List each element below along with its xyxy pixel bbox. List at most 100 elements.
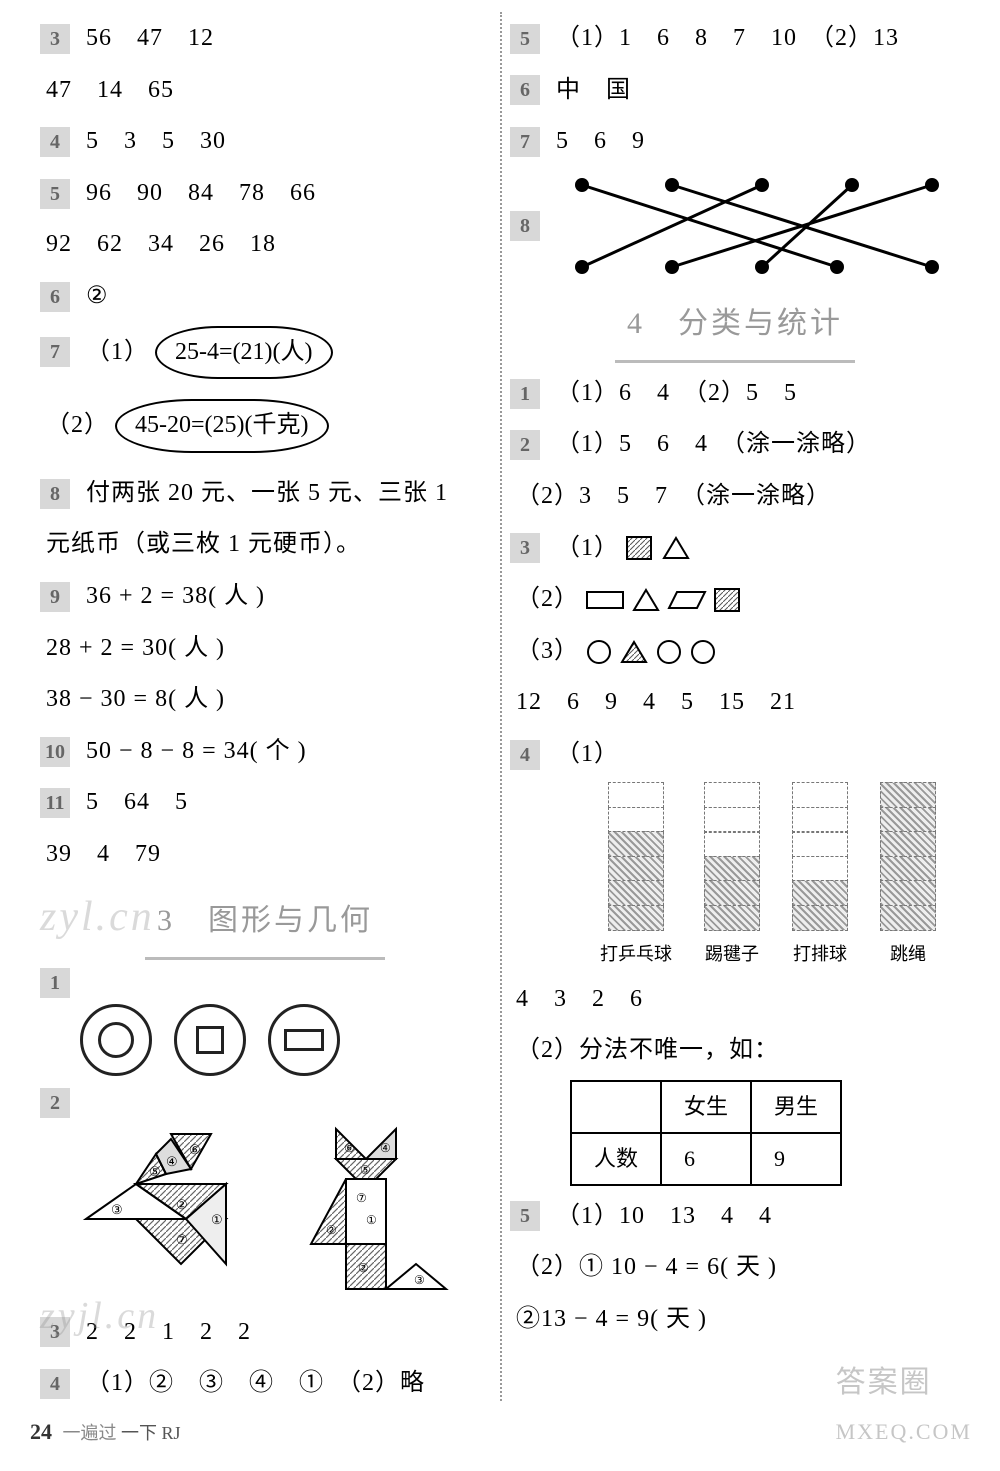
bar-cell [880,782,936,808]
bar-column: 踢毽子 [704,784,760,971]
part-label: （1） [556,732,619,778]
ovaled-equation: 45-20=(25)(千克) [115,399,329,453]
answer-text: 5 6 9 [556,119,645,165]
answer-text: ②13 − 4 = 9( 天 ) [516,1297,707,1343]
answer-text: 36 + 2 = 38( 人 ) [86,574,265,620]
tangram-area: ⑥ ④ ⑤ ③ ② ① ⑦ ⑥ ④ ⑤ ⑦ ① [76,1124,490,1304]
brand-text: 一遍过 [63,1423,117,1443]
answer-text: 5 64 5 [86,780,188,826]
answer-text: 92 62 34 26 18 [46,222,276,268]
qnum: 1 [510,379,540,409]
bar-chart: 打乒乓球踢毽子打排球 跳绳 [600,784,960,971]
qnum: 6 [40,282,70,312]
rect-icon [585,588,625,612]
page: 356 47 12 47 14 65 45 3 5 30 596 90 84 7… [0,0,1000,1471]
bar-cell [704,856,760,882]
triangle-icon [631,587,661,613]
circle-icon [655,639,683,665]
table-header [571,1081,661,1133]
qnum: 5 [510,1201,540,1231]
qnum: 5 [510,24,540,54]
bar-cell [792,782,848,808]
table-cell: 6 [661,1133,751,1185]
answer-text: 96 90 84 78 66 [86,171,316,217]
hatched-square-icon [713,587,743,613]
inner-rect-icon [284,1029,324,1051]
coin-circle-icon [80,1004,152,1076]
tangram-dog-icon: ⑥ ④ ⑤ ③ ② ① ⑦ [76,1124,276,1294]
section-underline [615,360,855,363]
bar-cell [880,905,936,931]
bar-label: 跳绳 [890,937,926,971]
qnum: 8 [40,479,70,509]
svg-text:④: ④ [166,1154,178,1169]
qnum: 10 [40,737,70,767]
bar-cell [704,807,760,833]
answer-text: 12 6 9 4 5 15 21 [516,680,796,726]
section-underline [145,957,385,960]
bar-cell [880,880,936,906]
coin-rect-icon [268,1004,340,1076]
svg-text:④: ④ [380,1141,391,1155]
inner-circle-icon [98,1022,134,1058]
qnum: 1 [40,968,70,998]
inner-square-icon [196,1026,224,1054]
coin-square-icon [174,1004,246,1076]
svg-text:⑤: ⑤ [149,1164,161,1179]
circle-icon [585,639,613,665]
answer-text: 4 3 2 6 [516,977,643,1023]
bar-cell [704,880,760,906]
qnum: 9 [40,582,70,612]
answer-text: （1）6 4 （2）5 5 [556,371,797,417]
bar-cell [704,905,760,931]
bar-cell [792,831,848,857]
bar-label: 打排球 [793,937,847,971]
bar-cell [880,807,936,833]
qnum: 7 [40,337,70,367]
triangle-icon [661,535,691,561]
answer-text: （2）分法不唯一，如： [516,1028,779,1074]
parallelogram-icon [667,588,707,612]
qnum: 2 [40,1088,70,1118]
answer-text: 56 47 12 [86,16,214,62]
bar-cell [880,856,936,882]
bar-cell [704,831,760,857]
table-header: 男生 [751,1081,841,1133]
bar-cell [792,856,848,882]
svg-text:⑥: ⑥ [344,1141,355,1155]
watermark-line: MXEQ.COM [836,1411,972,1453]
page-footer: 24 一遍过 一下 RJ [30,1411,181,1453]
coin-row [80,1004,490,1076]
part-label: （3） [516,629,579,675]
page-number: 24 [30,1419,52,1444]
part-label: （2） [46,403,109,449]
part-label: （1） [556,526,619,572]
bar-column: 打排球 [792,784,848,971]
qnum: 4 [510,740,540,770]
qnum: 5 [40,179,70,209]
hatched-square-icon [625,535,655,561]
answer-text: 47 14 65 [46,68,174,114]
right-column: 5（1）1 6 8 7 10 （2）13 6中 国 75 6 9 8 4 分类与… [500,10,970,1411]
answer-text: ② [86,274,109,320]
bar-cell [880,831,936,857]
svg-text:①: ① [211,1212,223,1227]
qnum: 3 [40,24,70,54]
bar-label: 踢毽子 [705,937,759,971]
bar-cell [608,782,664,808]
answer-text: （1）1 6 8 7 10 （2）13 [556,16,899,62]
ovaled-equation: 25-4=(21)(人) [155,326,333,380]
bar-cell [792,807,848,833]
qnum: 2 [510,430,540,460]
svg-text:①: ① [366,1213,377,1227]
bar-label: 打乒乓球 [600,937,672,971]
table-header: 女生 [661,1081,751,1133]
data-table: 女生男生 人数69 [570,1080,842,1186]
hatched-triangle-icon [619,639,649,665]
qnum: 4 [40,127,70,157]
section-title: 3 图形与几何 [40,892,490,949]
answer-text: 付两张 20 元、一张 5 元、三张 1 [86,471,448,517]
table-cell: 9 [751,1133,841,1185]
matching-diagram [562,171,942,281]
answer-text: （1）5 6 4 （涂一涂略） [556,422,871,468]
